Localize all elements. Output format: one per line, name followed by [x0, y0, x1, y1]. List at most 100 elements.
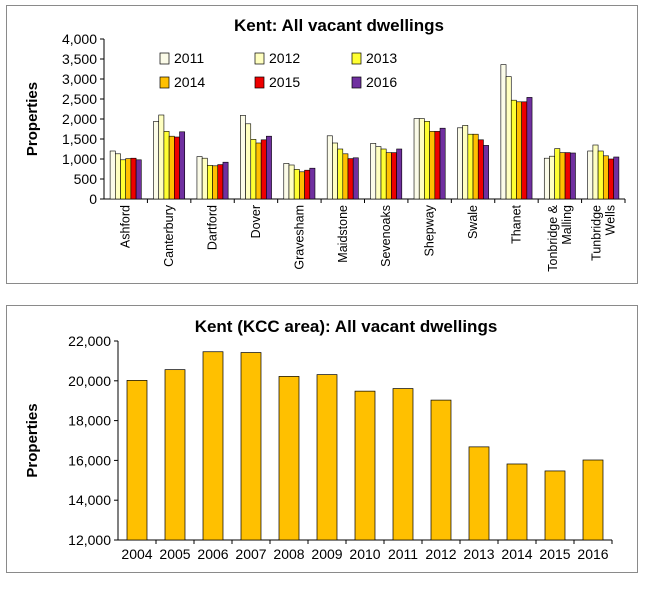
x-category-label: 2014 — [501, 546, 532, 562]
bar-2015-11 — [608, 158, 614, 200]
bar-2015-3 — [260, 139, 267, 200]
chart-districts: Kent: All vacant dwellings 0 500 1,000 1,500… — [24, 16, 626, 272]
x-category-label: Maidstone — [336, 205, 350, 263]
x-category-label: 2010 — [349, 546, 380, 562]
bar-2006 — [202, 351, 224, 541]
bar-2013-7 — [424, 121, 430, 200]
bar-2012-0 — [115, 153, 121, 200]
y-tick-label: 1,500 — [62, 131, 97, 147]
x-category-label: Canterbury — [162, 204, 176, 267]
bar-2012-8 — [462, 125, 469, 200]
y-tick-label: 3,500 — [62, 51, 97, 67]
x-category-label: 2011 — [388, 546, 418, 562]
bar-2012-9 — [505, 76, 512, 200]
bar-2016-1 — [179, 131, 186, 200]
x-category-label: 2006 — [197, 546, 228, 562]
x-category-label: Tonbridge & — [546, 204, 560, 271]
bar-2015-4 — [304, 169, 311, 200]
y-axis-label: Properties — [24, 403, 41, 477]
x-category-label: 2015 — [539, 546, 570, 562]
bar-2013-5 — [337, 148, 344, 200]
bar-2011-9 — [500, 64, 507, 200]
bar-2012-6 — [375, 146, 382, 200]
bar-2012-10 — [549, 155, 555, 200]
legend-swatch-2014 — [159, 76, 170, 89]
bar-2013-10 — [554, 148, 561, 200]
legend-label-2012: 2012 — [269, 50, 300, 66]
bar-2011-6 — [370, 143, 377, 200]
bar-2016 — [582, 459, 604, 541]
y-tick-label: 0 — [89, 191, 97, 207]
legend-label-2011: 2011 — [174, 50, 204, 66]
bar-2016-10 — [569, 152, 576, 200]
bar-2014 — [506, 463, 528, 541]
bar-2012-3 — [245, 123, 252, 200]
y-tick-label: 1,000 — [62, 151, 97, 167]
bar-2012-4 — [288, 164, 295, 200]
x-category-label: 2004 — [121, 546, 152, 562]
x-category-label: 2009 — [311, 546, 342, 562]
bar-2011-8 — [457, 127, 463, 200]
bar-2013-11 — [597, 150, 604, 200]
bar-2013-0 — [120, 159, 127, 200]
x-category-label: Thanet — [509, 204, 523, 243]
y-tick-label: 22,000 — [68, 333, 111, 349]
bar-2011 — [392, 388, 414, 541]
y-tick-label: 3,000 — [62, 71, 97, 87]
legend-swatch-2016 — [351, 76, 362, 89]
chart-panel-districts: Kent: All vacant dwellings 0 500 1,000 1,500… — [6, 5, 638, 284]
y-tick-label: 500 — [74, 171, 98, 187]
chart-panel-kent-total: Kent (KCC area): All vacant dwellings 12,… — [6, 305, 638, 573]
bar-2013 — [468, 446, 490, 541]
bar-2015-2 — [217, 164, 224, 200]
bar-2014-2 — [212, 165, 219, 200]
bar-2009 — [316, 374, 338, 541]
bar-2013-4 — [293, 169, 300, 200]
bar-2011-11 — [587, 150, 594, 200]
legend-swatch-2011 — [159, 52, 170, 65]
bar-2015-0 — [130, 157, 137, 200]
x-category-label: Tunbridge — [589, 205, 603, 261]
bar-2014-9 — [516, 101, 522, 200]
y-tick-label: 18,000 — [68, 413, 111, 429]
bar-2014-3 — [255, 142, 262, 200]
bar-2016-0 — [135, 159, 142, 200]
bar-2016-4 — [309, 167, 316, 200]
bar-2013-8 — [467, 133, 474, 200]
legend-swatch-2012 — [254, 52, 265, 65]
y-tick-label: 20,000 — [68, 373, 111, 389]
bar-2016-11 — [613, 156, 620, 200]
y-tick-label: 12,000 — [68, 532, 111, 548]
x-category-label: 2013 — [463, 546, 494, 562]
bar-2014-8 — [472, 133, 479, 200]
bar-2011-2 — [196, 156, 203, 200]
x-category-label: 2016 — [577, 546, 608, 562]
bar-2007 — [240, 352, 262, 541]
bar-2012-7 — [418, 118, 425, 200]
bar-2011-4 — [283, 163, 290, 200]
bar-2011-7 — [413, 118, 420, 200]
bar-2014-11 — [602, 155, 609, 200]
bar-2012-5 — [332, 142, 338, 200]
legend-swatch-2013 — [351, 52, 362, 65]
bar-2016-9 — [526, 97, 533, 200]
chart-title: Kent: All vacant dwellings — [234, 16, 444, 35]
x-category-label: Gravesham — [292, 205, 306, 270]
bar-2014-5 — [342, 153, 349, 200]
bar-2011-3 — [240, 115, 246, 200]
bar-2015-1 — [174, 136, 180, 200]
bar-2005 — [164, 369, 186, 541]
x-category-label: Dover — [249, 205, 263, 238]
bar-2012-1 — [158, 114, 165, 200]
x-category-label: Shepway — [423, 204, 437, 256]
bar-2011-1 — [153, 121, 160, 200]
bar-2004 — [126, 380, 148, 541]
legend-label-2015: 2015 — [269, 74, 300, 90]
legend-label-2014: 2014 — [174, 74, 205, 90]
chart-kent-total: Kent (KCC area): All vacant dwellings 12,… — [24, 317, 613, 562]
y-tick-label: 16,000 — [68, 452, 111, 468]
bar-2010 — [354, 390, 376, 541]
bar-2012 — [430, 399, 452, 541]
bar-2013-1 — [163, 131, 170, 200]
x-category-label: Wells — [603, 205, 617, 235]
